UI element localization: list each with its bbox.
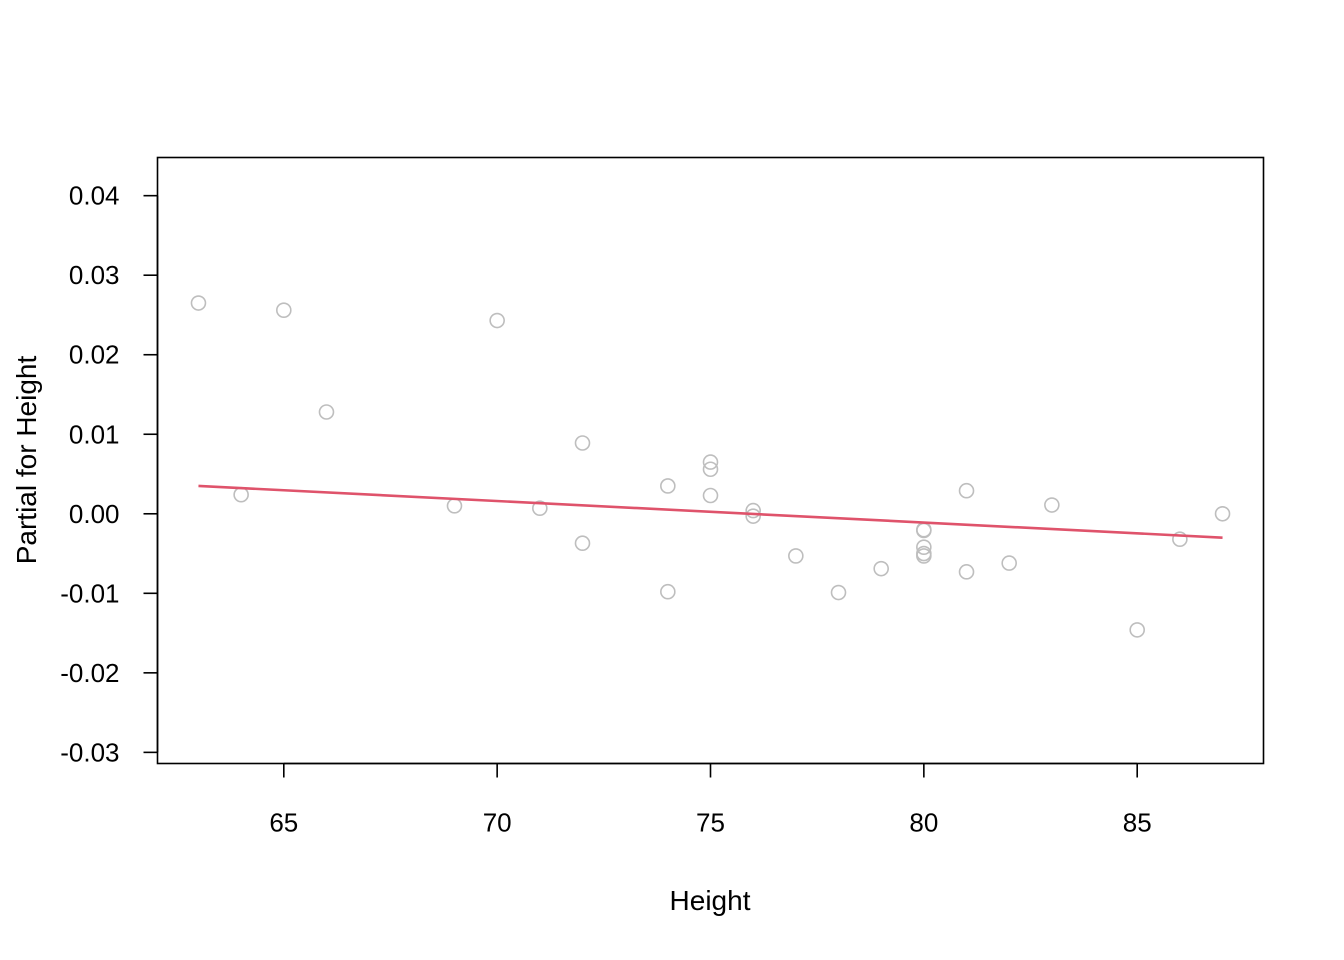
data-point: [830, 584, 847, 601]
data-point: [1044, 497, 1060, 513]
x-tick-label: 65: [269, 808, 298, 838]
data-point: [660, 478, 676, 494]
y-axis: -0.03 -0.02 -0.01 0.00 0.01 0.02 0.03 0.04: [60, 181, 159, 767]
data-point: [489, 312, 505, 329]
x-tick-label: 85: [1123, 808, 1152, 838]
data-point: [1129, 622, 1145, 638]
data-point: [446, 498, 463, 514]
data-point: [318, 404, 335, 420]
data-point: [574, 535, 591, 552]
data-point: [532, 500, 548, 517]
data-point: [1214, 505, 1231, 522]
x-axis: 65 70 75 80 85: [269, 762, 1152, 838]
fit-line: [198, 484, 1223, 539]
y-axis-label: Partial for Height: [11, 356, 42, 565]
data-point: [916, 539, 932, 555]
data-point: [702, 487, 719, 504]
fit-line-group: [198, 484, 1223, 539]
y-tick-label: 0.02: [69, 340, 120, 370]
data-point: [873, 560, 889, 577]
data-point: [916, 522, 932, 539]
data-point: [958, 564, 975, 580]
data-points: [190, 295, 1231, 638]
y-tick-label: 0.01: [69, 419, 120, 449]
y-tick-label: 0.00: [69, 499, 120, 529]
data-point: [190, 295, 207, 311]
data-point: [788, 548, 804, 564]
data-point: [1001, 555, 1017, 571]
x-tick-label: 70: [483, 808, 512, 838]
x-tick-label: 80: [909, 808, 938, 838]
data-point: [660, 583, 676, 600]
data-point: [702, 454, 719, 470]
data-point: [745, 502, 761, 519]
data-point: [702, 461, 719, 478]
x-axis-label: Height: [670, 885, 751, 916]
y-tick-label: -0.02: [60, 658, 119, 688]
data-point: [916, 548, 932, 564]
data-point: [1172, 531, 1188, 548]
plot-frame: [156, 156, 1265, 765]
y-tick-label: 0.04: [69, 181, 120, 211]
y-tick-label: -0.03: [60, 737, 119, 767]
x-tick-label: 75: [696, 808, 725, 838]
data-point: [745, 508, 761, 524]
data-point: [276, 302, 292, 318]
y-tick-label: -0.01: [60, 578, 119, 608]
y-tick-label: 0.03: [69, 260, 120, 290]
data-point: [958, 482, 975, 499]
data-point: [574, 435, 591, 451]
data-point: [233, 486, 249, 503]
